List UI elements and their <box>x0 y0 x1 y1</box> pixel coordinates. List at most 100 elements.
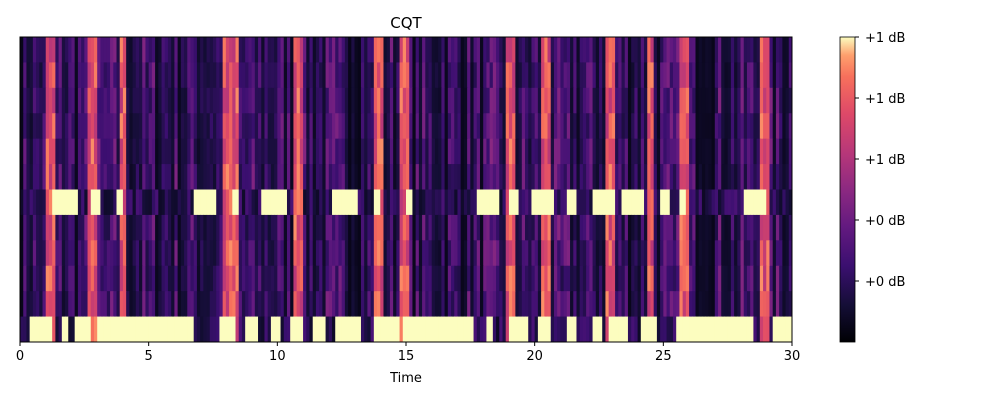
heatmap-cell <box>32 189 37 216</box>
heatmap-cell <box>167 37 172 64</box>
heatmap-cell <box>290 87 295 114</box>
heatmap-cell <box>460 113 465 140</box>
heatmap-cell <box>373 291 378 318</box>
heatmap-cell <box>463 189 468 216</box>
heatmap-cell <box>377 189 381 216</box>
heatmap-cell <box>515 189 520 216</box>
heatmap-cell <box>32 240 37 267</box>
heatmap-cell <box>672 265 677 292</box>
heatmap-cell <box>65 113 69 140</box>
heatmap-cell <box>377 214 381 241</box>
heatmap-cell <box>209 265 214 292</box>
heatmap-cell <box>666 291 671 318</box>
heatmap-cell <box>151 113 156 140</box>
heatmap-cell <box>486 62 491 89</box>
heatmap-cell <box>315 164 320 191</box>
heatmap-cell <box>222 164 227 191</box>
heatmap-cell <box>656 214 661 241</box>
heatmap-cell <box>737 291 742 318</box>
heatmap-cell <box>560 189 565 216</box>
heatmap-cell <box>119 265 124 292</box>
heatmap-cell <box>425 316 430 342</box>
heatmap-cell <box>534 62 539 89</box>
heatmap-cell <box>90 240 95 267</box>
heatmap-cell <box>232 214 237 241</box>
heatmap-cell <box>479 316 484 342</box>
heatmap-cell <box>196 113 201 140</box>
heatmap-cell <box>756 316 761 342</box>
heatmap-cell <box>631 214 635 241</box>
heatmap-cell <box>460 37 465 64</box>
heatmap-cell <box>444 37 449 64</box>
heatmap-cell <box>158 138 163 165</box>
heatmap-cell <box>338 87 343 114</box>
heatmap-cell <box>380 87 385 114</box>
heatmap-cell <box>444 87 449 114</box>
heatmap-cell <box>566 138 571 165</box>
heatmap-cell <box>788 164 792 191</box>
heatmap-cell <box>653 87 658 114</box>
heatmap-cell <box>457 138 462 165</box>
heatmap-cell <box>627 291 632 318</box>
heatmap-cell <box>727 316 732 342</box>
heatmap-cell <box>775 164 780 191</box>
heatmap-cell <box>541 214 545 241</box>
heatmap-cell <box>267 62 272 89</box>
heatmap-cell <box>473 62 478 89</box>
heatmap-cell <box>383 164 388 191</box>
heatmap-cell <box>219 113 224 140</box>
heatmap-cell <box>113 316 118 342</box>
heatmap-cell <box>750 164 754 191</box>
heatmap-cell <box>660 138 664 165</box>
heatmap-cell <box>454 37 459 64</box>
heatmap-cell <box>698 240 703 267</box>
heatmap-cell <box>676 265 681 292</box>
heatmap-cell <box>177 214 182 241</box>
heatmap-cell <box>647 87 652 114</box>
heatmap-cell <box>547 138 552 165</box>
heatmap-cell <box>55 189 60 216</box>
heatmap-cell <box>451 265 455 292</box>
heatmap-cell <box>45 138 50 165</box>
heatmap-cell <box>380 138 385 165</box>
heatmap-cell <box>766 214 771 241</box>
heatmap-cell <box>68 113 73 140</box>
heatmap-cell <box>386 138 391 165</box>
heatmap-cell <box>264 87 269 114</box>
heatmap-cell <box>389 265 394 292</box>
heatmap-cell <box>447 316 452 342</box>
heatmap-cell <box>209 87 214 114</box>
heatmap-cell <box>621 240 626 267</box>
heatmap-cell <box>235 189 240 216</box>
heatmap-cell <box>286 164 291 191</box>
heatmap-cell <box>61 138 66 165</box>
heatmap-cell <box>656 316 661 342</box>
heatmap-cell <box>483 316 488 342</box>
heatmap-cell <box>515 113 520 140</box>
heatmap-cell <box>48 138 53 165</box>
heatmap-cell <box>232 113 237 140</box>
heatmap-cell <box>772 138 777 165</box>
heatmap-cell <box>360 189 365 216</box>
heatmap-cell <box>425 265 430 292</box>
heatmap-cell <box>409 62 414 89</box>
heatmap-cell <box>235 37 240 64</box>
heatmap-cell <box>267 291 272 318</box>
heatmap-cell <box>627 138 632 165</box>
heatmap-cell <box>135 37 140 64</box>
heatmap-cell <box>373 214 378 241</box>
heatmap-cell <box>261 164 266 191</box>
heatmap-cell <box>315 189 320 216</box>
heatmap-cell <box>303 214 307 241</box>
heatmap-cell <box>20 214 24 241</box>
heatmap-cell <box>676 138 681 165</box>
heatmap-cell <box>97 240 102 267</box>
heatmap-cell <box>110 37 114 64</box>
heatmap-cell <box>119 291 124 318</box>
heatmap-cell <box>200 62 204 89</box>
heatmap-cell <box>360 214 365 241</box>
heatmap-cell <box>306 291 311 318</box>
heatmap-cell <box>759 37 764 64</box>
heatmap-cell <box>65 37 69 64</box>
heatmap-cell <box>315 291 320 318</box>
